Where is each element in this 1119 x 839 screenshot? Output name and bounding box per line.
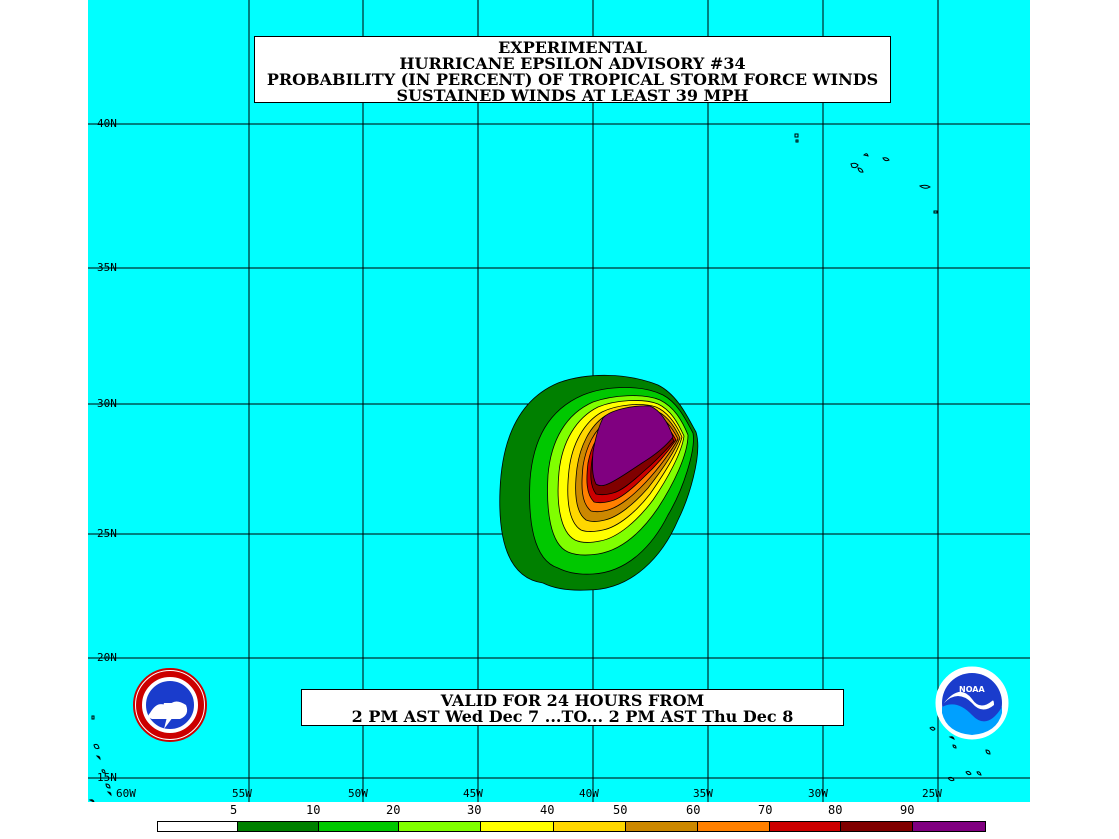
lon-label-40w: 40W — [579, 787, 599, 800]
legend-label-80: 80 — [828, 803, 843, 817]
probability-contours — [499, 374, 699, 591]
map-panel: NOAA — [88, 0, 1030, 802]
island-capeverde-6 — [965, 770, 972, 776]
legend-swatch-20-30 — [399, 822, 481, 831]
nws-logo — [133, 668, 207, 742]
title-line-1: EXPERIMENTAL — [498, 38, 647, 57]
lon-label-35w: 35W — [693, 787, 713, 800]
legend-label-60: 60 — [686, 803, 701, 817]
island-canary — [933, 210, 938, 214]
island-capeverde-7 — [976, 771, 982, 776]
island-azores-5 — [863, 153, 869, 157]
island-capeverde-3 — [952, 744, 957, 749]
lon-label-45w: 45W — [463, 787, 483, 800]
island-azores-6 — [882, 157, 890, 162]
legend-swatch-80-90 — [841, 822, 913, 831]
lat-label-15n: 15N — [97, 771, 117, 784]
lat-label-25n: 25N — [97, 527, 117, 540]
legend-swatch-10-20 — [319, 822, 399, 831]
valid-line-2: 2 PM AST Wed Dec 7 ...TO... 2 PM AST Thu… — [351, 707, 794, 726]
map-graphic — [88, 0, 1030, 802]
legend-swatch-0-5 — [158, 822, 238, 831]
island-caribbean-7 — [88, 799, 95, 802]
island-caribbean-6 — [106, 791, 112, 797]
island-capeverde-4 — [985, 749, 991, 755]
legend-swatch-50-60 — [626, 822, 698, 831]
lat-label-40n: 40N — [97, 117, 117, 130]
lat-label-20n: 20N — [97, 651, 117, 664]
legend-label-70: 70 — [758, 803, 773, 817]
island-caribbean-5 — [105, 783, 111, 789]
title-line-3: PROBABILITY (IN PERCENT) OF TROPICAL STO… — [266, 70, 879, 89]
legend-label-5: 5 — [230, 803, 238, 817]
island-caribbean-2 — [93, 743, 100, 750]
island-azores-1 — [794, 133, 799, 138]
valid-line-1: VALID FOR 24 HOURS FROM — [440, 691, 705, 710]
title-line-4: SUSTAINED WINDS AT LEAST 39 MPH — [396, 86, 749, 105]
title-box: EXPERIMENTAL HURRICANE EPSILON ADVISORY … — [254, 36, 891, 105]
legend-color-bar — [157, 821, 986, 832]
lat-label-35n: 35N — [97, 261, 117, 274]
lon-label-30w: 30W — [808, 787, 828, 800]
island-caribbean-4 — [101, 769, 106, 774]
legend-label-40: 40 — [540, 803, 555, 817]
lon-label-50w: 50W — [348, 787, 368, 800]
noaa-logo-text: NOAA — [959, 685, 985, 694]
lon-label-55w: 55W — [232, 787, 252, 800]
island-madeira — [918, 184, 931, 189]
legend-swatch-30-40 — [481, 822, 554, 831]
island-azores-3 — [850, 162, 859, 169]
lon-label-60w: 60W — [116, 787, 136, 800]
island-capeverde-2 — [948, 736, 955, 740]
island-caribbean-3 — [95, 755, 101, 761]
island-azores-2 — [795, 139, 799, 143]
noaa-logo — [935, 666, 1009, 740]
island-azores-4 — [857, 167, 864, 173]
contour-90-plus — [592, 405, 674, 487]
legend-swatch-40-50 — [554, 822, 626, 831]
legend-label-30: 30 — [467, 803, 482, 817]
legend-label-50: 50 — [613, 803, 628, 817]
legend-label-10: 10 — [306, 803, 321, 817]
title-line-2: HURRICANE EPSILON ADVISORY #34 — [399, 54, 746, 73]
island-caribbean-1 — [91, 715, 95, 720]
legend-label-90: 90 — [900, 803, 915, 817]
legend-swatch-60-70 — [698, 822, 770, 831]
island-capeverde-1 — [929, 726, 936, 731]
coastlines — [88, 133, 991, 802]
valid-period-box: VALID FOR 24 HOURS FROM 2 PM AST Wed Dec… — [301, 689, 844, 726]
legend-swatch-90-100 — [913, 822, 985, 831]
lon-label-25w: 25W — [922, 787, 942, 800]
island-capeverde-5 — [947, 776, 955, 782]
lat-label-30n: 30N — [97, 397, 117, 410]
graticule — [88, 0, 1030, 802]
legend-label-20: 20 — [386, 803, 401, 817]
legend-swatch-70-80 — [770, 822, 841, 831]
legend-swatch-5-10 — [238, 822, 319, 831]
